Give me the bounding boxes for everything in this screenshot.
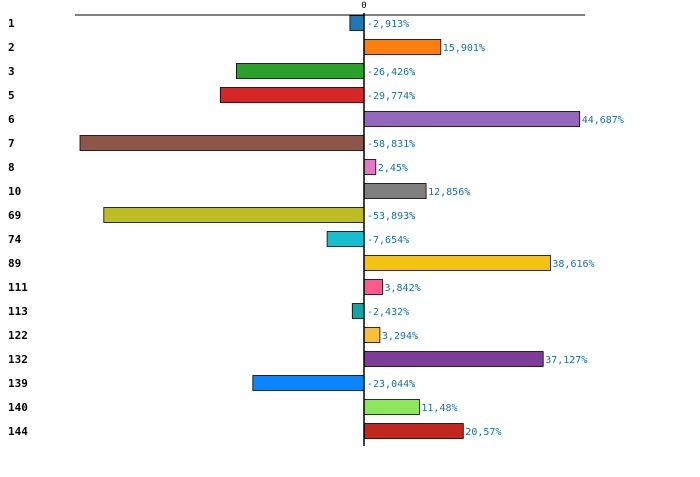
value-label-5: -29,774%: [367, 91, 415, 102]
value-label-139: -23,044%: [367, 379, 415, 390]
category-label-1: 1: [8, 17, 15, 30]
category-label-74: 74: [8, 233, 22, 246]
bar-111: [363, 279, 383, 295]
category-label-122: 122: [8, 329, 28, 342]
value-label-140: 11,48%: [421, 403, 457, 414]
category-label-69: 69: [8, 209, 21, 222]
bar-5: [219, 87, 365, 103]
value-label-113: -2,432%: [367, 307, 409, 318]
category-label-8: 8: [8, 161, 15, 174]
bar-7: [79, 135, 365, 151]
category-label-10: 10: [8, 185, 21, 198]
category-label-6: 6: [8, 113, 15, 126]
category-label-89: 89: [8, 257, 21, 270]
category-label-132: 132: [8, 353, 28, 366]
bar-1: [349, 15, 365, 31]
category-labels-group: 1 2 3 5 6 7 8 10 69 74 89 111 113 122 132 139 140 144: [8, 17, 28, 438]
bar-2: [363, 39, 442, 55]
category-label-139: 139: [8, 377, 28, 390]
category-label-7: 7: [8, 137, 15, 150]
value-label-144: 20,57%: [465, 427, 501, 438]
value-label-74: -7,654%: [367, 235, 409, 246]
bar-10: [363, 183, 427, 199]
value-label-1: -2,913%: [367, 19, 409, 30]
value-label-7: -58,831%: [367, 139, 415, 150]
value-label-2: 15,901%: [443, 43, 485, 54]
category-label-144: 144: [8, 425, 28, 438]
value-label-6: 44,687%: [582, 115, 624, 126]
category-label-3: 3: [8, 65, 15, 78]
category-label-111: 111: [8, 281, 28, 294]
value-label-122: 3,294%: [382, 331, 418, 342]
value-label-69: -53,893%: [367, 211, 415, 222]
bar-8: [363, 159, 377, 175]
bar-74: [326, 231, 365, 247]
bar-122: [363, 327, 381, 343]
value-label-132: 37,127%: [545, 355, 587, 366]
bar-6: [363, 111, 581, 127]
category-label-2: 2: [8, 41, 15, 54]
bars-group: [79, 15, 581, 439]
value-label-111: 3,842%: [385, 283, 421, 294]
bar-89: [363, 255, 551, 271]
bar-3: [235, 63, 365, 79]
category-label-113: 113: [8, 305, 28, 318]
value-label-10: 12,856%: [428, 187, 470, 198]
bar-140: [363, 399, 420, 415]
value-label-8: 2,45%: [378, 163, 408, 174]
value-label-3: -26,426%: [367, 67, 415, 78]
bar-132: [363, 351, 544, 367]
zero-tick-label: 0: [361, 1, 366, 11]
bar-139: [252, 375, 365, 391]
bar-113: [351, 303, 365, 319]
bar-69: [103, 207, 365, 223]
bar-144: [363, 423, 464, 439]
category-label-140: 140: [8, 401, 28, 414]
value-label-89: 38,616%: [552, 259, 594, 270]
category-label-5: 5: [8, 89, 15, 102]
value-labels-group: -2,913% 15,901% -26,426% -29,774% 44,687% -58…: [367, 19, 624, 438]
